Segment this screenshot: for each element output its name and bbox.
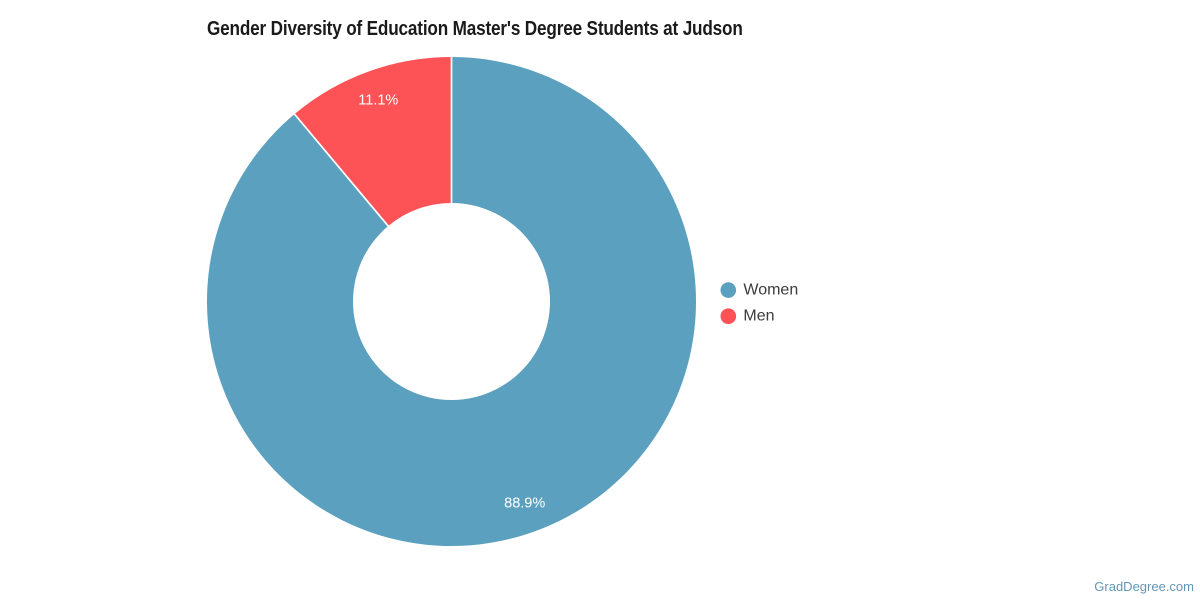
svg-text:Men: Men (743, 308, 774, 325)
svg-text:11.1%: 11.1% (358, 93, 398, 109)
svg-text:88.9%: 88.9% (504, 496, 545, 512)
svg-text:Women: Women (743, 282, 798, 299)
